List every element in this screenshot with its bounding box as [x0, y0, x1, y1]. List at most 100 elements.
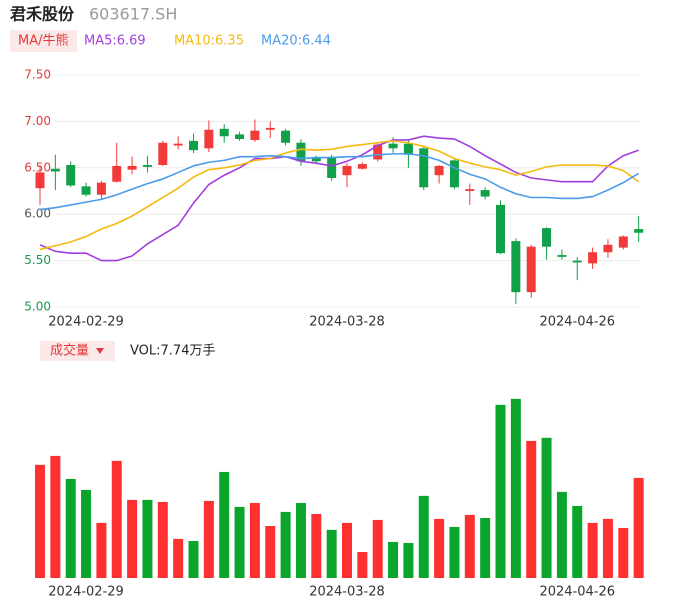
- candle-body: [449, 160, 459, 188]
- candle-body: [235, 134, 245, 140]
- candle-body: [50, 168, 60, 172]
- candle-body: [603, 244, 613, 253]
- volume-bar: [127, 499, 138, 578]
- volume-bar: [403, 542, 414, 578]
- legend-entry: MA20:6.44: [261, 34, 331, 49]
- volume-bar: [295, 502, 306, 578]
- volume-bar: [372, 519, 383, 578]
- ma-line: [39, 140, 640, 251]
- stock-name: 君禾股份: [10, 5, 75, 24]
- candle-body: [373, 144, 383, 160]
- candle-body: [35, 172, 45, 189]
- ma-line: [39, 153, 640, 211]
- volume-bar: [265, 526, 276, 578]
- candle-body: [403, 143, 413, 155]
- candle-body: [572, 260, 582, 263]
- candle-body: [542, 228, 552, 247]
- volume-bar: [81, 489, 92, 578]
- candle-body: [265, 127, 275, 130]
- candle-body: [112, 165, 122, 182]
- candle-body: [465, 189, 475, 191]
- y-tick-label: 7.00: [24, 114, 51, 128]
- x-tick-label: 2024-03-28: [309, 315, 385, 330]
- volume-bar: [357, 552, 368, 578]
- candle-body: [634, 229, 644, 233]
- x-tick-label: 2024-03-28: [309, 585, 385, 600]
- candle-body: [357, 164, 367, 169]
- volume-button-bg[interactable]: [40, 341, 115, 361]
- y-tick-label: 6.00: [24, 207, 51, 221]
- volume-bar: [510, 398, 521, 578]
- y-tick-label: 7.50: [24, 68, 51, 82]
- volume-bar: [188, 541, 199, 578]
- candle-body: [327, 157, 337, 179]
- candle-body: [142, 165, 152, 167]
- candle-body: [388, 143, 398, 149]
- volume-bar: [96, 522, 107, 578]
- y-tick-label: 5.00: [24, 300, 51, 314]
- volume-bar: [280, 511, 291, 578]
- volume-bar: [65, 478, 76, 578]
- candle-body: [557, 255, 567, 257]
- volume-bar: [249, 502, 260, 578]
- legend-entry: MA5:6.69: [84, 34, 146, 49]
- candle-body: [189, 140, 198, 151]
- volume-bar: [618, 527, 629, 578]
- candle-body: [480, 190, 490, 197]
- legend-entry: MA10:6.35: [174, 34, 244, 49]
- volume-bar: [35, 464, 45, 578]
- volume-bar: [556, 491, 567, 578]
- volume-bar: [311, 513, 322, 578]
- volume-bar: [111, 460, 122, 578]
- x-tick-label: 2024-02-29: [48, 585, 124, 600]
- y-tick-label: 5.50: [24, 253, 51, 267]
- candle-body: [296, 142, 306, 162]
- x-tick-label: 2024-02-29: [48, 315, 124, 330]
- x-tick-label: 2024-04-26: [539, 315, 615, 330]
- dropdown-arrow[interactable]: [96, 348, 104, 354]
- candle-body: [204, 129, 214, 149]
- candle-body: [311, 157, 321, 162]
- candle-body: [588, 252, 598, 264]
- ma-line: [39, 135, 639, 262]
- volume-bar: [203, 500, 214, 578]
- indicator-button[interactable]: MA/牛熊: [18, 33, 69, 49]
- volume-bar: [495, 404, 506, 578]
- candle-body: [127, 165, 137, 170]
- volume-bar: [464, 514, 475, 578]
- volume-bar: [602, 518, 613, 578]
- indicator-button-bg[interactable]: [10, 30, 77, 52]
- volume-bar: [541, 437, 552, 578]
- volume-bar: [157, 501, 168, 578]
- volume-bar: [326, 529, 337, 578]
- volume-bar: [633, 477, 644, 578]
- candle-body: [158, 142, 168, 166]
- candle-body: [250, 130, 260, 140]
- volume-bar: [418, 495, 429, 578]
- volume-bar: [50, 455, 61, 578]
- volume-bar: [572, 505, 583, 578]
- candle-body: [618, 236, 628, 248]
- candle-body: [96, 182, 106, 195]
- volume-bar: [219, 471, 230, 578]
- volume-bar: [587, 522, 598, 578]
- volume-bar: [480, 517, 491, 578]
- candle-body: [511, 241, 521, 293]
- candle-body: [281, 130, 291, 143]
- candle-body: [496, 204, 505, 254]
- volume-bar: [142, 499, 153, 578]
- stock-code: 603617.SH: [89, 5, 177, 24]
- candle-body: [342, 165, 352, 176]
- volume-bar: [526, 440, 537, 578]
- candle-body: [66, 165, 76, 186]
- volume-button[interactable]: 成交量: [50, 343, 89, 359]
- x-tick-label: 2024-04-26: [539, 585, 615, 600]
- candle-body: [434, 165, 444, 176]
- y-tick-label: 6.50: [24, 160, 51, 174]
- volume-bar: [388, 541, 399, 578]
- volume-bar: [234, 506, 245, 578]
- volume-bar: [434, 518, 445, 578]
- volume-bar: [449, 526, 460, 578]
